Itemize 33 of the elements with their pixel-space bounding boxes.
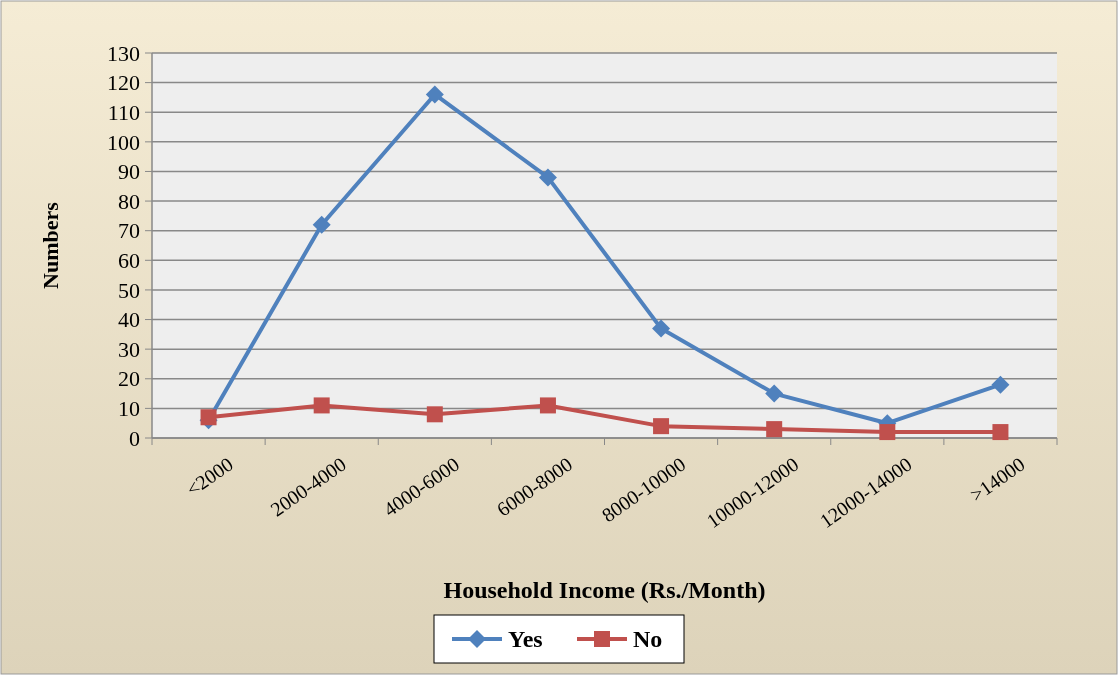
- point: [425, 85, 444, 104]
- y-tick-label: 100: [107, 129, 140, 155]
- y-tick-label: 30: [118, 336, 140, 362]
- y-axis-title: Numbers: [38, 201, 63, 289]
- y-tick-label: 120: [107, 70, 140, 96]
- point: [426, 406, 443, 423]
- y-tick-label: 40: [118, 307, 140, 333]
- point: [991, 375, 1010, 394]
- point: [313, 397, 330, 414]
- y-tick-label: 80: [118, 188, 140, 214]
- y-tick-label: 110: [107, 99, 140, 125]
- point: [312, 215, 331, 234]
- y-tick-label: 60: [118, 248, 140, 274]
- y-tick-label: 0: [129, 425, 140, 451]
- y-tick-label: 90: [118, 159, 140, 185]
- y-tick-label: 20: [118, 366, 140, 392]
- x-tick-label: <2000: [182, 452, 237, 501]
- point: [539, 397, 556, 414]
- point: [200, 409, 217, 426]
- point: [652, 319, 671, 338]
- point: [653, 418, 670, 435]
- y-tick-label: 10: [118, 396, 140, 422]
- legend-label: Yes: [508, 626, 543, 653]
- point: [766, 421, 783, 438]
- y-tick-label: 50: [118, 277, 140, 303]
- y-tick-label: 130: [107, 40, 140, 66]
- y-tick-label: 70: [118, 218, 140, 244]
- point: [538, 168, 557, 187]
- point: [765, 384, 784, 403]
- point: [879, 424, 896, 441]
- point: [992, 424, 1009, 441]
- x-axis-title: Household Income (Rs./Month): [443, 577, 766, 603]
- legend-label: No: [633, 626, 663, 653]
